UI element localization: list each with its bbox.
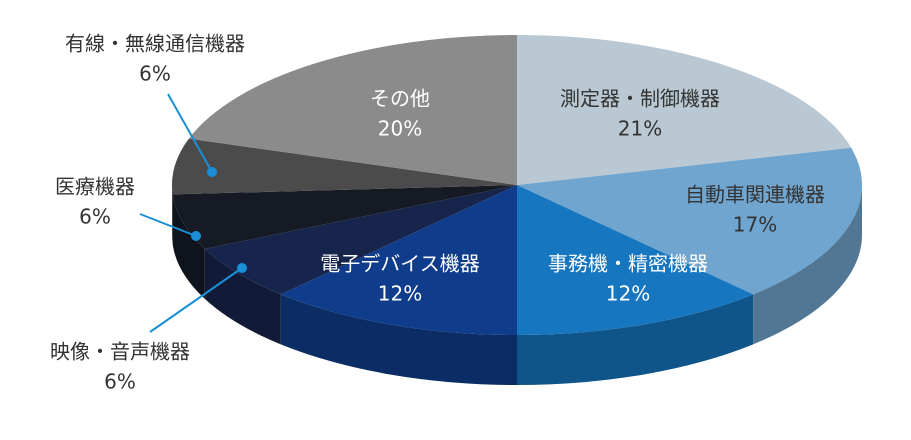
category-label: 事務機・精密機器 — [548, 252, 708, 276]
value-label: 12% — [378, 282, 422, 306]
leader-dot — [207, 167, 217, 177]
slice — [172, 138, 518, 195]
leader-line — [149, 267, 243, 333]
category-label: 測定器・制御機器 — [560, 87, 720, 111]
value-label: 21% — [618, 117, 662, 141]
value-label: 6% — [79, 205, 111, 229]
category-label: その他 — [370, 87, 430, 111]
slice — [517, 185, 754, 335]
slice-side — [172, 185, 173, 245]
value-label: 6% — [139, 62, 171, 86]
leader-line — [167, 93, 213, 173]
value-label: 20% — [378, 117, 422, 141]
slice — [188, 35, 517, 185]
slice — [204, 185, 518, 295]
slice — [517, 147, 862, 295]
category-label: 電子デバイス機器 — [320, 252, 479, 276]
leader-dot — [191, 231, 201, 241]
slice-side — [517, 294, 754, 386]
slice-side — [280, 294, 517, 386]
slice-side — [753, 185, 862, 345]
leader-dot — [237, 263, 247, 273]
leader-line — [139, 213, 197, 237]
value-label: 12% — [606, 282, 650, 306]
category-label: 映像・音声機器 — [50, 340, 190, 364]
category-label: 有線・無線通信機器 — [65, 32, 245, 56]
slice-side — [204, 248, 281, 345]
category-label: 自動車関連機器 — [685, 183, 825, 207]
slice — [517, 35, 852, 185]
slice-side — [172, 194, 205, 299]
slice — [280, 185, 517, 335]
value-label: 17% — [733, 213, 777, 237]
value-label: 6% — [104, 370, 136, 394]
slice — [172, 185, 517, 249]
category-label: 医療機器 — [55, 175, 135, 199]
